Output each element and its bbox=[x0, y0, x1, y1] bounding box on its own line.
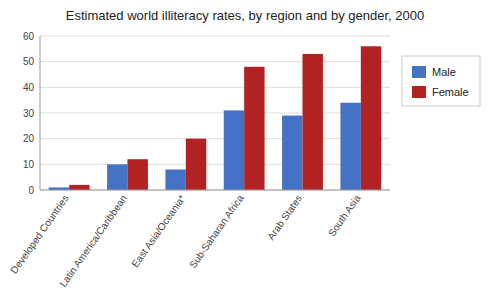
grid-line bbox=[40, 87, 390, 88]
y-axis-line bbox=[40, 36, 41, 190]
y-tick-label: 60 bbox=[23, 31, 35, 42]
bar bbox=[69, 185, 89, 190]
x-tick-label: South Asia bbox=[326, 192, 363, 238]
title: Estimated world illiteracy rates, by reg… bbox=[66, 8, 424, 23]
bars bbox=[49, 46, 382, 190]
x-tick-label: East Asia/Oceania* bbox=[129, 193, 187, 270]
x-tick-label: Arab States bbox=[265, 193, 304, 242]
legend-swatch bbox=[412, 66, 426, 78]
grid-line bbox=[40, 61, 390, 62]
legend-label: Male bbox=[432, 66, 456, 78]
bar bbox=[186, 139, 206, 190]
x-tick-label: Sub-Saharan Africa bbox=[187, 192, 246, 270]
x-axis-line bbox=[40, 190, 390, 191]
bar bbox=[165, 169, 185, 190]
legend-label: Female bbox=[432, 86, 469, 98]
y-tick-label: 30 bbox=[23, 108, 35, 119]
legend-swatch bbox=[412, 86, 426, 98]
y-tick-label: 40 bbox=[23, 82, 35, 93]
bar bbox=[340, 103, 360, 190]
y-tick-label: 50 bbox=[23, 56, 35, 67]
grid bbox=[40, 36, 390, 190]
bar bbox=[361, 46, 381, 190]
y-tick-label: 10 bbox=[23, 159, 35, 170]
bar bbox=[128, 159, 148, 190]
y-tick-label: 0 bbox=[28, 185, 34, 196]
bar bbox=[282, 116, 302, 190]
grid-line bbox=[40, 164, 390, 165]
chart: Estimated world illiteracy rates, by reg… bbox=[0, 0, 490, 300]
legend: Male Female bbox=[402, 56, 480, 106]
bar bbox=[303, 54, 323, 190]
bar bbox=[224, 110, 244, 190]
grid-line bbox=[40, 113, 390, 114]
chart-container: Estimated world illiteracy rates, by reg… bbox=[0, 0, 490, 300]
bar bbox=[244, 67, 264, 190]
x-tick-label: Developed Countries bbox=[8, 193, 71, 276]
legend-frame bbox=[402, 56, 480, 106]
bar bbox=[107, 164, 127, 190]
grid-line bbox=[40, 138, 390, 139]
y-tick-label: 20 bbox=[23, 133, 35, 144]
grid-line bbox=[40, 190, 390, 191]
x-tick-label: Latin America/Caribbean bbox=[57, 193, 129, 289]
grid-line bbox=[40, 36, 390, 37]
